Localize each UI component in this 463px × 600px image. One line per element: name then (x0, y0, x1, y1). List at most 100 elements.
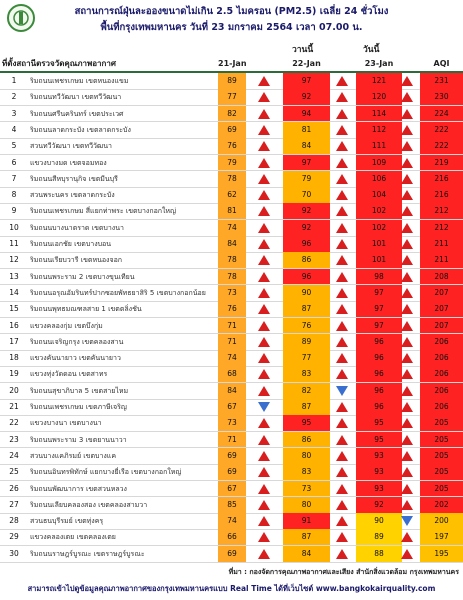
arrow-shape (401, 450, 413, 461)
date-header: 22-Jan (292, 59, 321, 68)
pm25-value: 71 (218, 333, 246, 350)
arrow-shape (401, 385, 413, 396)
rank: 23 (9, 434, 19, 444)
pm25-value: 79 (218, 154, 246, 171)
pm25-value: 84 (218, 236, 246, 252)
pm25-value: 86 (283, 252, 330, 269)
pm25-value: 90 (283, 284, 330, 301)
today-label: วันนี้ (363, 45, 380, 55)
pm25-value: 96 (356, 382, 402, 399)
aqi-value: 231 (420, 73, 463, 89)
trend-arrow (258, 239, 270, 249)
source: ที่มา : กองจัดการคุณภาพอากาศและเสียง สำน… (228, 568, 459, 576)
aqi-value: 208 (420, 268, 463, 285)
trend-arrow (258, 402, 270, 412)
pm25-value: 97 (356, 317, 402, 334)
aqi-value: 206 (420, 399, 463, 415)
arrow-shape (401, 92, 413, 103)
pm25-value: 89 (283, 333, 330, 350)
trend-arrow (336, 124, 348, 135)
trend-arrow (336, 483, 348, 494)
arrow-shape (258, 336, 270, 347)
arrow-shape (336, 190, 348, 201)
arrow-shape (336, 483, 348, 494)
station-name: ริมถนนสีหบุรานุกิจ เขตมีนบุรี (30, 174, 118, 183)
rank: 14 (9, 287, 19, 297)
trend-arrow (258, 287, 270, 298)
arrow-shape (401, 124, 413, 135)
date-header: 21-Jan (218, 59, 247, 68)
trend-arrow (401, 402, 413, 412)
rank: 6 (11, 157, 17, 167)
trend-arrow (258, 206, 270, 217)
rank: 2 (11, 92, 17, 102)
pm25-value: 73 (218, 415, 246, 432)
pm25-value: 87 (283, 399, 330, 415)
trend-arrow (336, 402, 348, 412)
aqi-value: 230 (420, 89, 463, 106)
arrow-shape (336, 532, 348, 543)
pm25-value: 91 (283, 513, 330, 530)
trend-arrow (258, 467, 270, 478)
arrow-shape (336, 271, 348, 282)
arrow-shape (336, 450, 348, 461)
trend-arrow (336, 467, 348, 478)
trend-arrow (258, 255, 270, 266)
trend-arrow (336, 222, 348, 233)
pm25-value: 74 (218, 350, 246, 367)
trend-arrow (258, 385, 270, 396)
subtitle: พื้นที่กรุงเทพมหานคร วันที่ 23 มกราคม 25… (100, 22, 363, 33)
rank: 1 (11, 76, 17, 85)
trend-arrow (401, 92, 413, 103)
station-header: ที่ตั้งสถานีตรวจวัดคุณภาพอากาศ (2, 59, 116, 68)
logo (7, 4, 35, 32)
aqi-value: 195 (420, 545, 463, 562)
trend-arrow (336, 239, 348, 249)
station-name: ริมถนนบางนาตราด เขตบางนา (30, 223, 124, 232)
rank: 19 (9, 369, 19, 379)
trend-arrow (258, 157, 270, 168)
trend-arrow (401, 76, 413, 86)
arrow-shape (336, 467, 348, 478)
aqi-value: 222 (420, 138, 463, 155)
rank: 3 (11, 108, 17, 118)
trend-arrow (336, 499, 348, 510)
station-name: ริมถนนเรียบวารี เขตหนองจอก (30, 256, 123, 265)
pm25-value: 77 (283, 350, 330, 367)
aqi-value: 206 (420, 333, 463, 350)
station-name: แขวงคลองเตย เขตคลองเตย (30, 533, 116, 542)
arrow-shape (401, 287, 413, 298)
pm25-value: 96 (356, 350, 402, 367)
pm25-value: 78 (218, 252, 246, 269)
pm25-value: 74 (218, 219, 246, 236)
trend-arrow (336, 385, 348, 396)
arrow-shape (401, 483, 413, 494)
trend-arrow (401, 499, 413, 510)
trend-arrow (258, 336, 270, 347)
rank: 21 (9, 402, 19, 411)
arrow-shape (401, 222, 413, 233)
arrow-shape (258, 402, 270, 412)
rank: 29 (9, 532, 19, 542)
arrow-shape (401, 499, 413, 510)
rank: 11 (9, 239, 19, 248)
station-name: ริมถนนลาดกระบัง เขตลาดกระบัง (30, 125, 131, 134)
pm25-value: 109 (356, 154, 402, 171)
pm25-value: 121 (356, 73, 402, 89)
trend-arrow (258, 353, 270, 364)
aqi-value: 216 (420, 187, 463, 204)
station-name: ริมถนนเลียบคลองสอง เขตคลองสามวา (30, 500, 148, 509)
aqi-value: 205 (420, 447, 463, 464)
aqi-value: 207 (420, 301, 463, 318)
pm25-value: 96 (356, 366, 402, 383)
trend-arrow (336, 287, 348, 298)
trend-arrow (258, 418, 270, 429)
station-name: สวนธนบุรีรมย์ เขตทุ่งครุ (30, 517, 104, 526)
trend-arrow (336, 190, 348, 201)
rank: 26 (9, 483, 19, 493)
trend-arrow (258, 450, 270, 461)
arrow-shape (336, 222, 348, 233)
station-name: ริมถนนพัฒนาการ เขตสวนหลวง (30, 484, 127, 493)
trend-arrow (401, 336, 413, 347)
rank: 18 (9, 353, 19, 363)
